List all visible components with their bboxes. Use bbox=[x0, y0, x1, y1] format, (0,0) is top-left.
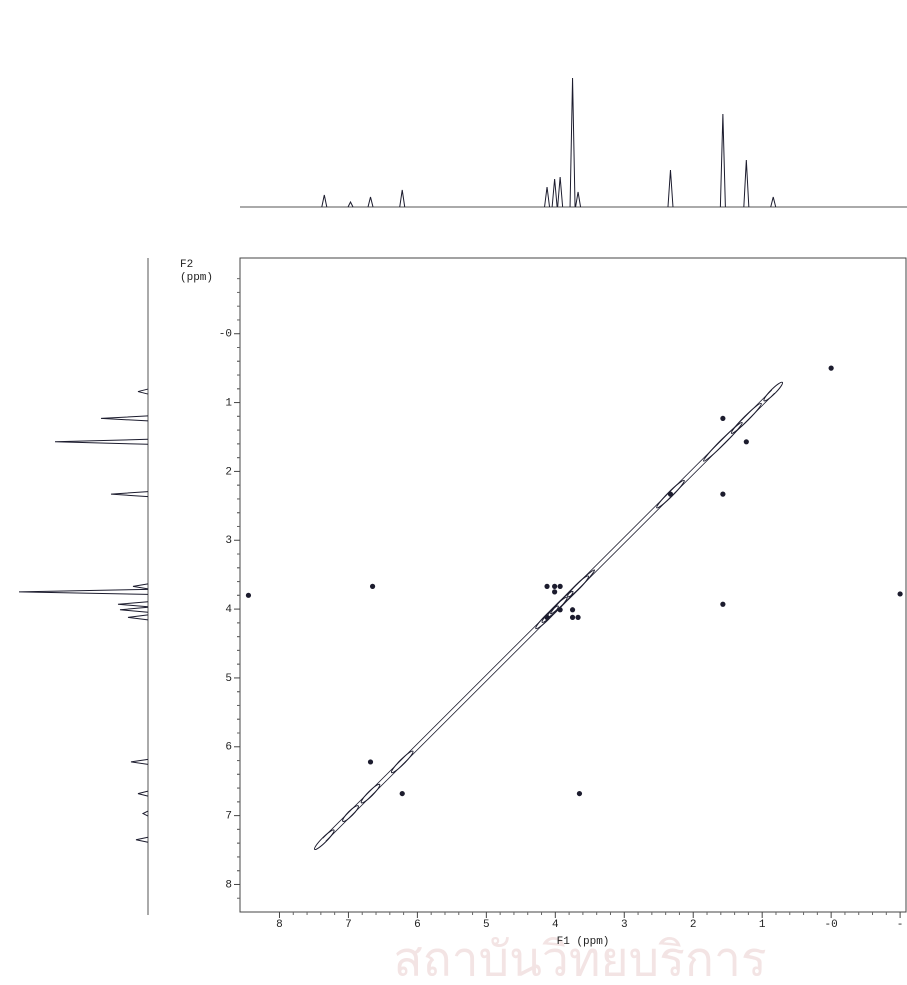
cross-peak bbox=[544, 614, 550, 620]
projection-peak bbox=[18, 588, 149, 595]
projection-peak bbox=[117, 601, 149, 608]
projection-peak bbox=[557, 176, 564, 208]
plot-frame bbox=[239, 257, 907, 913]
y-tick-label: 2 bbox=[225, 466, 232, 478]
y-tick-label: 6 bbox=[225, 742, 232, 754]
x-tick-label: -0 bbox=[825, 919, 838, 931]
x-tick-label: 2 bbox=[690, 919, 697, 931]
x-tick-label: 6 bbox=[414, 919, 421, 931]
cross-peak bbox=[399, 790, 405, 797]
x-tick-label: 5 bbox=[483, 919, 490, 931]
projection-peak bbox=[367, 196, 374, 208]
y-axis-label: (ppm) bbox=[180, 272, 213, 284]
projection-peak bbox=[141, 810, 149, 817]
projection-peak bbox=[100, 415, 149, 422]
cross-peak bbox=[557, 583, 563, 589]
projection-peak bbox=[551, 178, 558, 208]
cross-peak bbox=[552, 583, 558, 589]
projection-peak bbox=[770, 196, 777, 208]
projection-peak bbox=[719, 113, 726, 208]
projection-peak bbox=[127, 614, 149, 621]
y-tick-label: 3 bbox=[225, 535, 232, 547]
projection-peak bbox=[119, 606, 149, 613]
x-tick-label: 4 bbox=[552, 919, 559, 931]
y-tick-label: -0 bbox=[219, 329, 232, 341]
x-axis-label: F1 (ppm) bbox=[557, 936, 610, 948]
projection-peak bbox=[347, 200, 354, 208]
x-tick-label: 3 bbox=[621, 919, 628, 931]
cross-peak bbox=[720, 491, 726, 497]
cross-peak bbox=[897, 591, 903, 597]
diagonal-peak bbox=[567, 575, 589, 598]
cross-peak bbox=[576, 790, 583, 797]
projection-peak bbox=[575, 191, 582, 208]
cross-peak bbox=[569, 614, 576, 620]
watermark: สถาบันวิทยบริการ bbox=[393, 937, 766, 985]
cross-peak bbox=[828, 365, 834, 371]
cross-peak bbox=[743, 439, 749, 445]
projection-peak bbox=[137, 790, 149, 797]
diagonal-peak bbox=[546, 590, 574, 618]
cross-peak bbox=[369, 583, 376, 589]
diagonal-peak bbox=[360, 783, 381, 804]
y-tick-label: 7 bbox=[225, 811, 232, 823]
cross-peak bbox=[720, 601, 726, 607]
cross-peak bbox=[544, 583, 550, 589]
projection-peak bbox=[137, 388, 149, 395]
projection-peak bbox=[110, 491, 149, 498]
y-tick-label: 8 bbox=[225, 879, 232, 891]
cross-peak bbox=[557, 607, 563, 613]
y-tick-label: 5 bbox=[225, 673, 232, 685]
diagonal-peak bbox=[541, 596, 568, 623]
y-axis-label: F2 bbox=[180, 259, 193, 271]
cross-peak bbox=[575, 614, 581, 620]
projection-peak bbox=[130, 758, 149, 765]
y-tick-label: 1 bbox=[225, 397, 232, 409]
projection-peak bbox=[132, 583, 149, 590]
x-tick-label: 8 bbox=[276, 919, 283, 931]
diagonal-peak bbox=[763, 381, 784, 402]
projection-peak bbox=[667, 169, 674, 208]
projection-peak bbox=[135, 836, 149, 843]
x-tick-label: 1 bbox=[759, 919, 766, 931]
diagonal-peak bbox=[730, 402, 762, 434]
cross-peak bbox=[720, 415, 726, 422]
projection-peak bbox=[569, 77, 576, 208]
projection-peak bbox=[743, 159, 750, 208]
cross-peak bbox=[245, 592, 252, 598]
y-tick-label: 4 bbox=[225, 604, 232, 616]
projection-peak bbox=[54, 438, 149, 445]
diagonal-peak bbox=[314, 829, 335, 851]
diagonal-peak bbox=[342, 805, 359, 822]
cross-peak bbox=[552, 589, 558, 595]
diagonal-peak bbox=[390, 750, 414, 774]
projection-peak bbox=[399, 189, 406, 208]
x-tick-label: - bbox=[897, 919, 904, 931]
cross-peak bbox=[367, 759, 374, 765]
projection-peak bbox=[544, 186, 551, 208]
diagonal-peak bbox=[703, 421, 743, 462]
cross-peak bbox=[667, 491, 674, 497]
x-tick-label: 7 bbox=[345, 919, 352, 931]
cross-peak bbox=[569, 607, 576, 613]
projection-peak bbox=[321, 194, 328, 208]
